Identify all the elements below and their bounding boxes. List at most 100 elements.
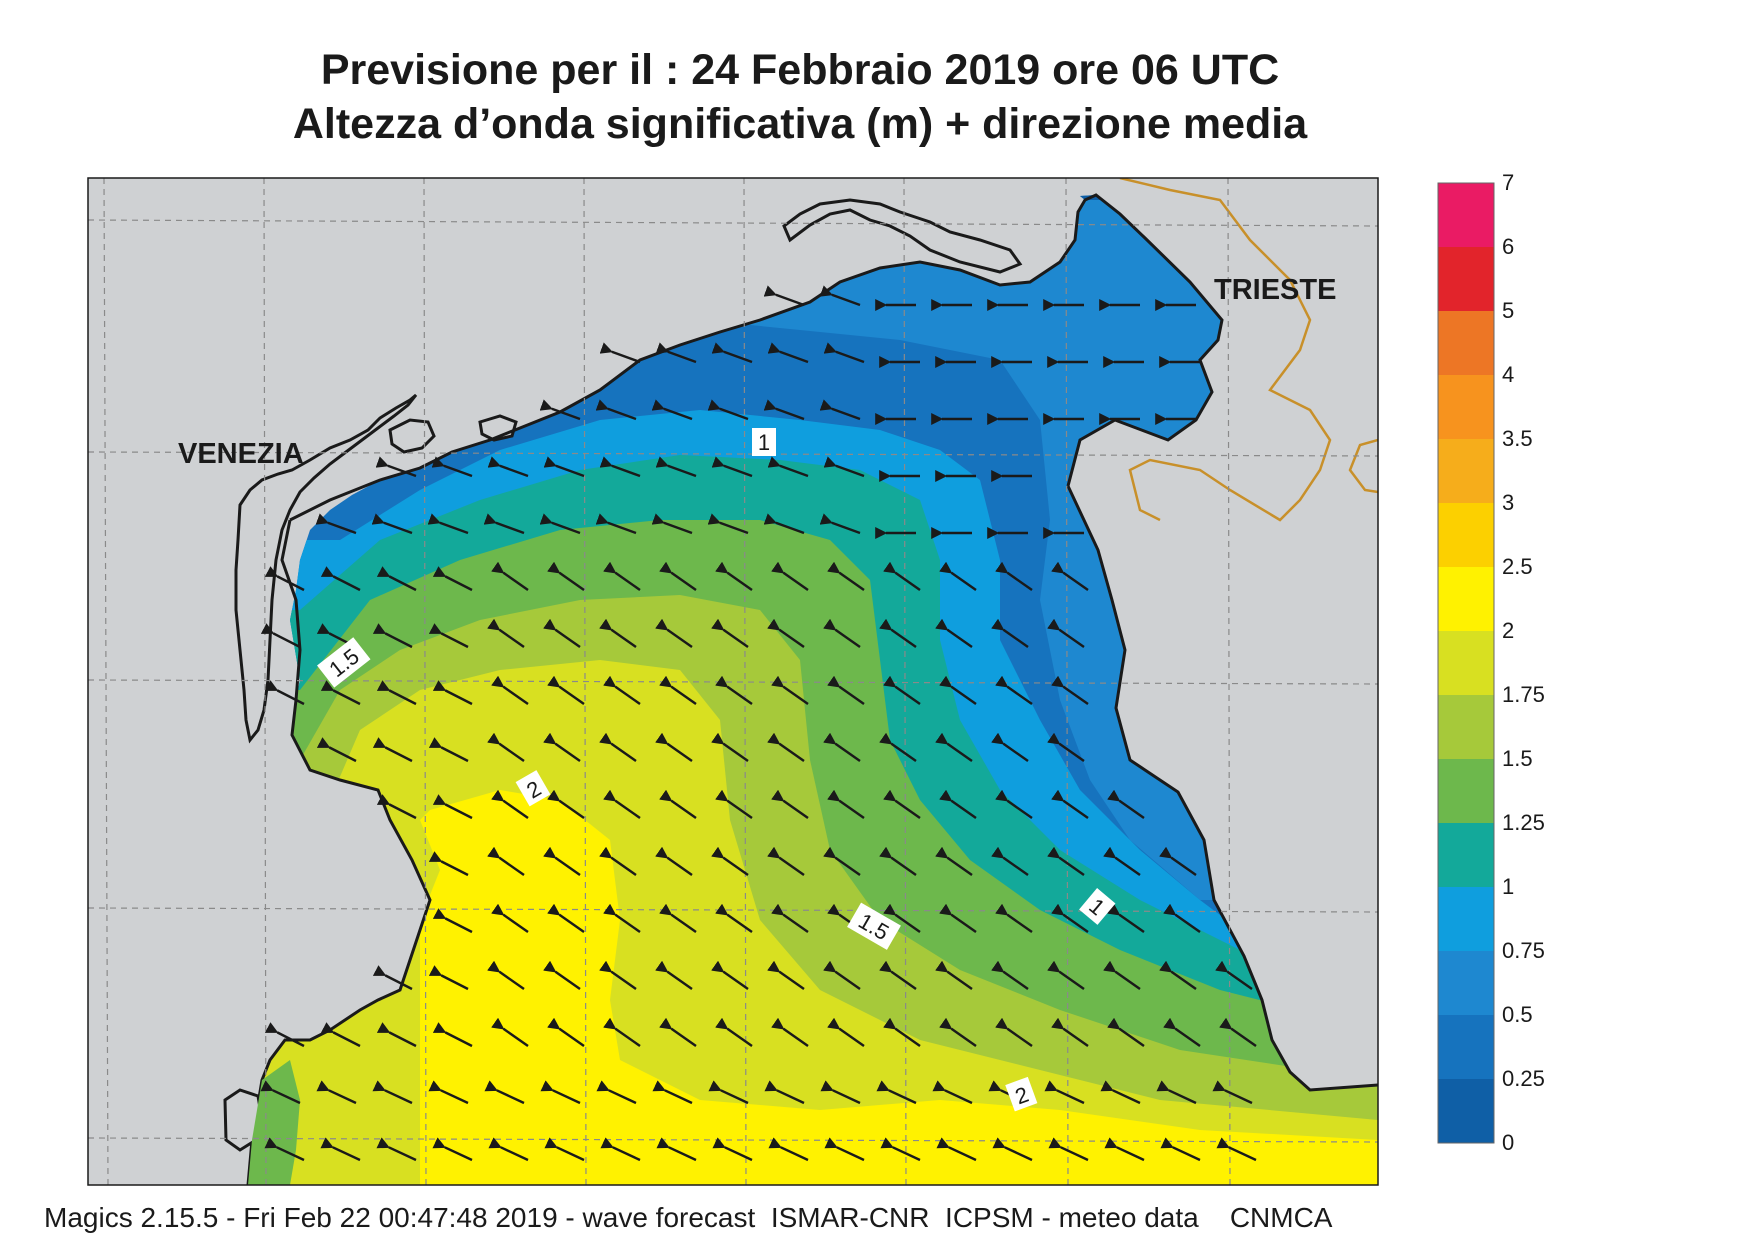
direction-arrow: [1051, 675, 1089, 705]
direction-arrow: [260, 623, 301, 649]
direction-arrow: [767, 342, 809, 364]
direction-arrow: [603, 675, 641, 705]
national-border: [1348, 438, 1378, 494]
map-area: 1 1.5 2 1.5 1 2 VENEZIA: [88, 178, 1378, 1185]
direction-arrow: [827, 675, 865, 705]
direction-arrow: [932, 1080, 973, 1105]
direction-arrow: [428, 737, 469, 763]
direction-arrow: [603, 561, 641, 591]
direction-arrow: [1159, 846, 1197, 876]
legend-tick-label: 7: [1502, 170, 1514, 195]
direction-arrow: [711, 732, 749, 762]
direction-arrow: [991, 618, 1029, 648]
direction-arrow: [603, 789, 641, 819]
direction-arrow: [599, 618, 637, 648]
direction-arrow: [372, 737, 413, 763]
legend-tick-label: 0: [1502, 1130, 1514, 1155]
direction-arrow: [827, 1017, 865, 1047]
direction-arrow: [715, 675, 753, 705]
direction-arrow: [1107, 903, 1145, 933]
direction-arrow: [432, 566, 473, 592]
direction-arrow: [939, 789, 977, 819]
direction-arrow: [1051, 1017, 1089, 1047]
direction-arrow: [595, 399, 637, 421]
legend-tick-label: 1: [1502, 874, 1514, 899]
direction-arrow: [1159, 960, 1197, 990]
direction-arrow: [879, 960, 917, 990]
legend-swatch: [1438, 1079, 1494, 1143]
direction-arrow: [320, 566, 361, 592]
direction-arrow: [264, 680, 305, 706]
legend-swatch: [1438, 439, 1494, 503]
direction-arrow: [711, 456, 753, 478]
wave-direction-arrows: [260, 285, 1257, 1162]
map-title-line1: Previsione per il : 24 Febbraio 2019 ore…: [320, 46, 1280, 94]
direction-arrow: [432, 794, 473, 820]
direction-arrow: [596, 1080, 637, 1105]
direction-arrow: [432, 680, 473, 706]
contour-label-2-south: 2: [1005, 1076, 1038, 1112]
direction-arrow: [991, 846, 1029, 876]
direction-arrow: [883, 1017, 921, 1047]
direction-arrow: [260, 1080, 301, 1105]
direction-arrow: [707, 399, 749, 421]
direction-arrow: [764, 1080, 805, 1105]
direction-arrow: [428, 623, 469, 649]
direction-arrow: [771, 1017, 809, 1047]
direction-arrow: [823, 960, 861, 990]
direction-arrow: [659, 789, 697, 819]
direction-arrow: [1163, 1017, 1201, 1047]
direction-arrow: [1047, 846, 1085, 876]
direction-arrow: [935, 732, 973, 762]
direction-arrow: [1051, 903, 1089, 933]
direction-arrow: [883, 789, 921, 819]
direction-arrow: [603, 903, 641, 933]
direction-arrow: [1104, 1137, 1145, 1162]
direction-arrow: [659, 675, 697, 705]
direction-arrow: [1160, 1137, 1201, 1162]
direction-arrow: [711, 342, 753, 364]
direction-arrow: [876, 1080, 917, 1105]
legend-tick-label: 3: [1502, 490, 1514, 515]
friuli-coast-land: [782, 198, 1023, 274]
direction-arrow: [432, 908, 473, 934]
direction-arrow: [995, 561, 1033, 591]
direction-arrow: [883, 561, 921, 591]
direction-arrow: [371, 513, 413, 535]
direction-arrow: [935, 960, 973, 990]
direction-arrow: [819, 285, 861, 307]
direction-arrow: [715, 1017, 753, 1047]
direction-arrow: [375, 456, 417, 478]
direction-arrow: [376, 680, 417, 706]
direction-arrow: [487, 456, 529, 478]
north-coastline: [289, 193, 1224, 522]
direction-arrow: [824, 1137, 865, 1162]
direction-arrow: [428, 965, 469, 991]
direction-arrow: [320, 680, 361, 706]
direction-arrow: [487, 846, 525, 876]
direction-arrow: [995, 675, 1033, 705]
direction-arrow: [711, 618, 749, 648]
direction-arrow: [939, 1017, 977, 1047]
city-label-trieste: TRIESTE: [1214, 274, 1336, 306]
direction-arrow: [544, 1137, 585, 1162]
legend-swatch: [1438, 823, 1494, 887]
legend-swatch: [1438, 503, 1494, 567]
legend-frame: [1437, 182, 1495, 1144]
direction-arrow: [823, 846, 861, 876]
direction-arrow: [771, 903, 809, 933]
direction-arrow: [491, 903, 529, 933]
national-border: [1119, 178, 1332, 522]
direction-arrow: [771, 675, 809, 705]
contour-label-2-west: 2: [515, 770, 551, 807]
direction-arrow: [655, 618, 693, 648]
direction-arrow: [376, 1022, 417, 1048]
direction-arrow: [763, 399, 805, 421]
legend-swatch: [1438, 183, 1494, 247]
legend-swatch: [1438, 375, 1494, 439]
direction-arrow: [320, 1137, 361, 1162]
direction-arrow: [707, 513, 749, 535]
direction-arrow: [1103, 846, 1141, 876]
direction-arrow: [491, 789, 529, 819]
direction-arrow: [939, 903, 977, 933]
